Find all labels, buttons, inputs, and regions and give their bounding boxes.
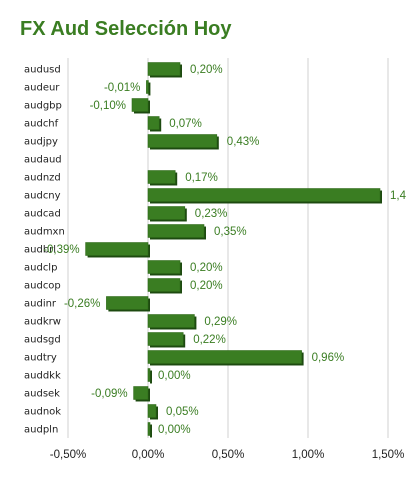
category-label-audkrw: audkrw: [24, 317, 61, 328]
value-label-audmxn: 0,35%: [214, 226, 247, 238]
bar-audnok: [147, 404, 157, 418]
category-label-audinr: audinr: [24, 299, 57, 310]
category-label-auddkk: auddkk: [24, 371, 61, 382]
value-label-audclp: 0,20%: [190, 262, 223, 274]
category-label-audjpy: audjpy: [24, 137, 58, 148]
category-label-audeur: audeur: [24, 83, 60, 94]
value-label-audnok: 0,05%: [166, 406, 199, 418]
value-label-audnzd: 0,17%: [185, 172, 218, 184]
x-tick-label: 1,50%: [372, 449, 405, 461]
value-label-audcny: 1,4: [390, 190, 407, 202]
category-label-audgbp: audgbp: [24, 101, 62, 112]
value-label-audsek: -0,09%: [91, 388, 127, 400]
x-tick-label: 0,00%: [132, 449, 165, 461]
value-label-audpln: 0,00%: [158, 424, 191, 436]
value-label-audchf: 0,07%: [169, 118, 202, 130]
category-label-audbrl: audbrl: [24, 245, 56, 256]
category-label-audcop: audcop: [24, 281, 61, 292]
value-label-audeur: -0,01%: [104, 82, 140, 94]
bar-audjpy: [147, 134, 218, 148]
category-label-audcny: audcny: [24, 191, 61, 202]
bar-shadow-auddkk: [150, 370, 152, 384]
category-label-audnok: audnok: [24, 407, 61, 418]
bar-audnzd: [147, 170, 176, 184]
value-label-auddkk: 0,00%: [158, 370, 191, 382]
x-tick-label: 0,50%: [212, 449, 245, 461]
category-label-audsgd: audsgd: [24, 335, 61, 346]
bar-audbrl: [85, 242, 149, 256]
category-label-audaud: audaud: [24, 155, 62, 166]
category-label-audtry: audtry: [24, 353, 57, 364]
category-label-audmxn: audmxn: [24, 227, 65, 238]
bar-audcny: [147, 188, 381, 202]
bar-audsgd: [147, 332, 184, 346]
bar-auddkk: [147, 368, 151, 382]
bar-audchf: [147, 116, 160, 130]
bar-audcop: [147, 278, 181, 292]
value-label-audbrl: -0,39%: [43, 244, 79, 256]
bar-shadow-audeur: [148, 82, 151, 96]
bar-audmxn: [147, 224, 205, 238]
category-label-audclp: audclp: [24, 263, 57, 274]
value-label-audgbp: -0,10%: [90, 100, 126, 112]
value-label-audsgd: 0,22%: [193, 334, 226, 346]
bar-audpln: [147, 422, 151, 436]
category-label-audsek: audsek: [24, 389, 60, 400]
value-label-audtry: 0,96%: [312, 352, 345, 364]
x-tick-label: 1,00%: [292, 449, 325, 461]
bar-shadow-audpln: [150, 424, 152, 438]
category-label-audcad: audcad: [24, 209, 61, 220]
bar-audclp: [147, 260, 181, 274]
bar-audusd: [147, 62, 181, 76]
value-label-audusd: 0,20%: [190, 64, 223, 76]
value-label-audcop: 0,20%: [190, 280, 223, 292]
bar-audgbp: [131, 98, 149, 112]
bar-audtry: [147, 350, 302, 364]
category-label-audnzd: audnzd: [24, 173, 61, 184]
bar-audsek: [133, 386, 149, 400]
bar-audcad: [147, 206, 186, 220]
x-tick-label: -0,50%: [50, 449, 86, 461]
chart-title: FX Aud Selección Hoy: [20, 18, 232, 40]
category-label-audchf: audchf: [24, 119, 59, 130]
value-label-audjpy: 0,43%: [227, 136, 260, 148]
value-label-audinr: -0,26%: [64, 298, 100, 310]
bar-audinr: [106, 296, 149, 310]
category-label-audusd: audusd: [24, 65, 61, 76]
value-label-audcad: 0,23%: [195, 208, 228, 220]
bar-audeur: [146, 80, 149, 94]
value-label-audkrw: 0,29%: [204, 316, 237, 328]
category-label-audpln: audpln: [24, 425, 58, 436]
bar-audkrw: [147, 314, 195, 328]
